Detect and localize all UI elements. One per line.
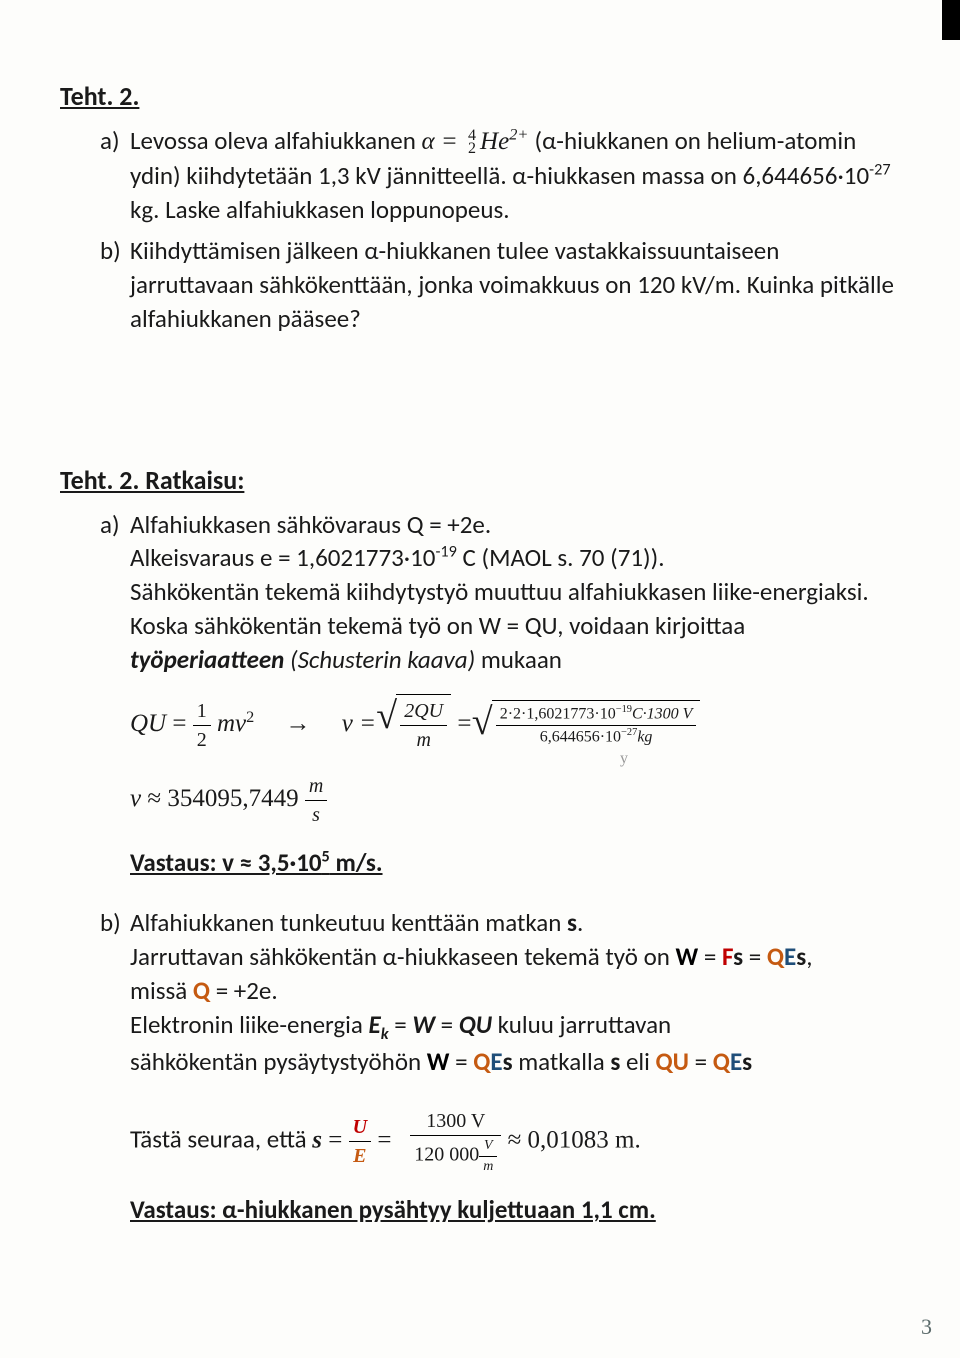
problem-b-letter: b) [100,234,130,335]
alpha-eq: α = 42He2+ [422,128,535,155]
text: Levossa oleva alfahiukkanen [130,125,422,156]
solution-b-body: Alfahiukkanen tunkeutuu kenttään matkan … [130,906,900,1079]
answer-b: Vastaus: α-hiukkanen pysähtyy kuljettuaa… [130,1194,900,1225]
solution-a-body: Alfahiukkasen sähkövaraus Q = +2e. Alkei… [130,508,900,677]
solution-b-letter: b) [100,906,130,1079]
page-number: 3 [921,1314,932,1340]
equation-velocity-value: v ≈ 354095,7449 ms y [130,772,900,829]
problem-a: a) Levossa oleva alfahiukkanen α = 42He2… [100,124,900,226]
problem-b: b) Kiihdyttämisen jälkeen α-hiukkanen tu… [100,234,900,335]
problem-heading: Teht. 2. [60,80,900,112]
problem-a-letter: a) [100,124,130,226]
solution-heading: Teht. 2. Ratkaisu: [60,464,900,496]
equation-distance: Tästä seuraa, että s = UE = 1300 V120 00… [130,1107,900,1176]
problem-b-body: Kiihdyttämisen jälkeen α-hiukkanen tulee… [130,234,900,335]
solution-a: a) Alfahiukkasen sähkövaraus Q = +2e. Al… [100,508,900,677]
stray-mark: y [620,748,628,770]
solution-b: b) Alfahiukkanen tunkeutuu kenttään matk… [100,906,900,1079]
text: kg. Laske alfahiukkasen loppunopeus. [130,194,510,225]
problem-a-body: Levossa oleva alfahiukkanen α = 42He2+ (… [130,124,900,226]
answer-a: Vastaus: v ≈ 3,5·105 m/s. [130,847,900,878]
page-corner-tab [942,0,960,40]
solution-a-letter: a) [100,508,130,677]
equation-kinetic: QU = 12 mv2 → v = 2QUm = 2·2·1,6021773·1… [130,694,900,754]
